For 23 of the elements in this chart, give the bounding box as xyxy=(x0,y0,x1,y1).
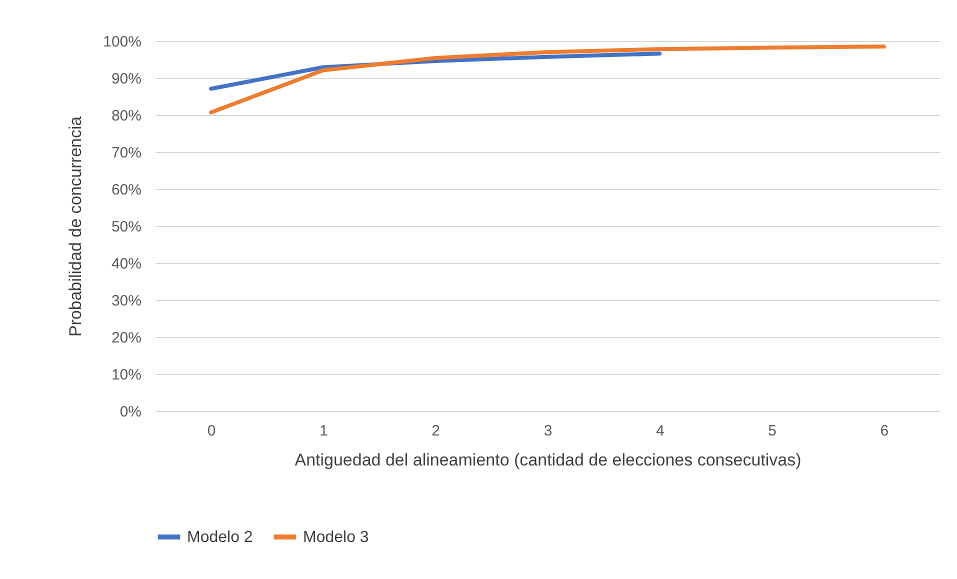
x-tick-label: 4 xyxy=(656,422,664,440)
x-axis-title: Antiguedad del alineamiento (cantidad de elecciones consecutivas) xyxy=(294,450,802,470)
y-axis-title: Probabilidad de concurrencia xyxy=(66,116,86,337)
x-tick-label: 3 xyxy=(544,422,552,440)
y-tick-label: 0% xyxy=(120,404,142,420)
x-tick-label: 2 xyxy=(432,422,440,440)
y-tick-label: 20% xyxy=(111,330,142,346)
x-tick-label: 5 xyxy=(768,422,776,440)
y-tick-label: 40% xyxy=(111,256,142,272)
y-tick-label: 70% xyxy=(111,144,142,162)
x-tick-label: 1 xyxy=(320,422,328,440)
y-tick-label: 100% xyxy=(103,34,142,50)
legend-label: Modelo 3 xyxy=(303,529,369,546)
line-series xyxy=(209,44,886,114)
y-tick-label: 90% xyxy=(111,70,142,88)
x-tick-label: 6 xyxy=(880,422,889,440)
legend-label: Modelo 2 xyxy=(187,529,253,546)
y-tick-label: 80% xyxy=(111,108,142,124)
y-tick-label: 60% xyxy=(111,182,142,198)
x-tick-label: 0 xyxy=(207,422,216,440)
y-tick-label: 30% xyxy=(111,292,142,310)
y-tick-label: 50% xyxy=(111,218,142,236)
y-tick-label: 10% xyxy=(111,366,142,384)
